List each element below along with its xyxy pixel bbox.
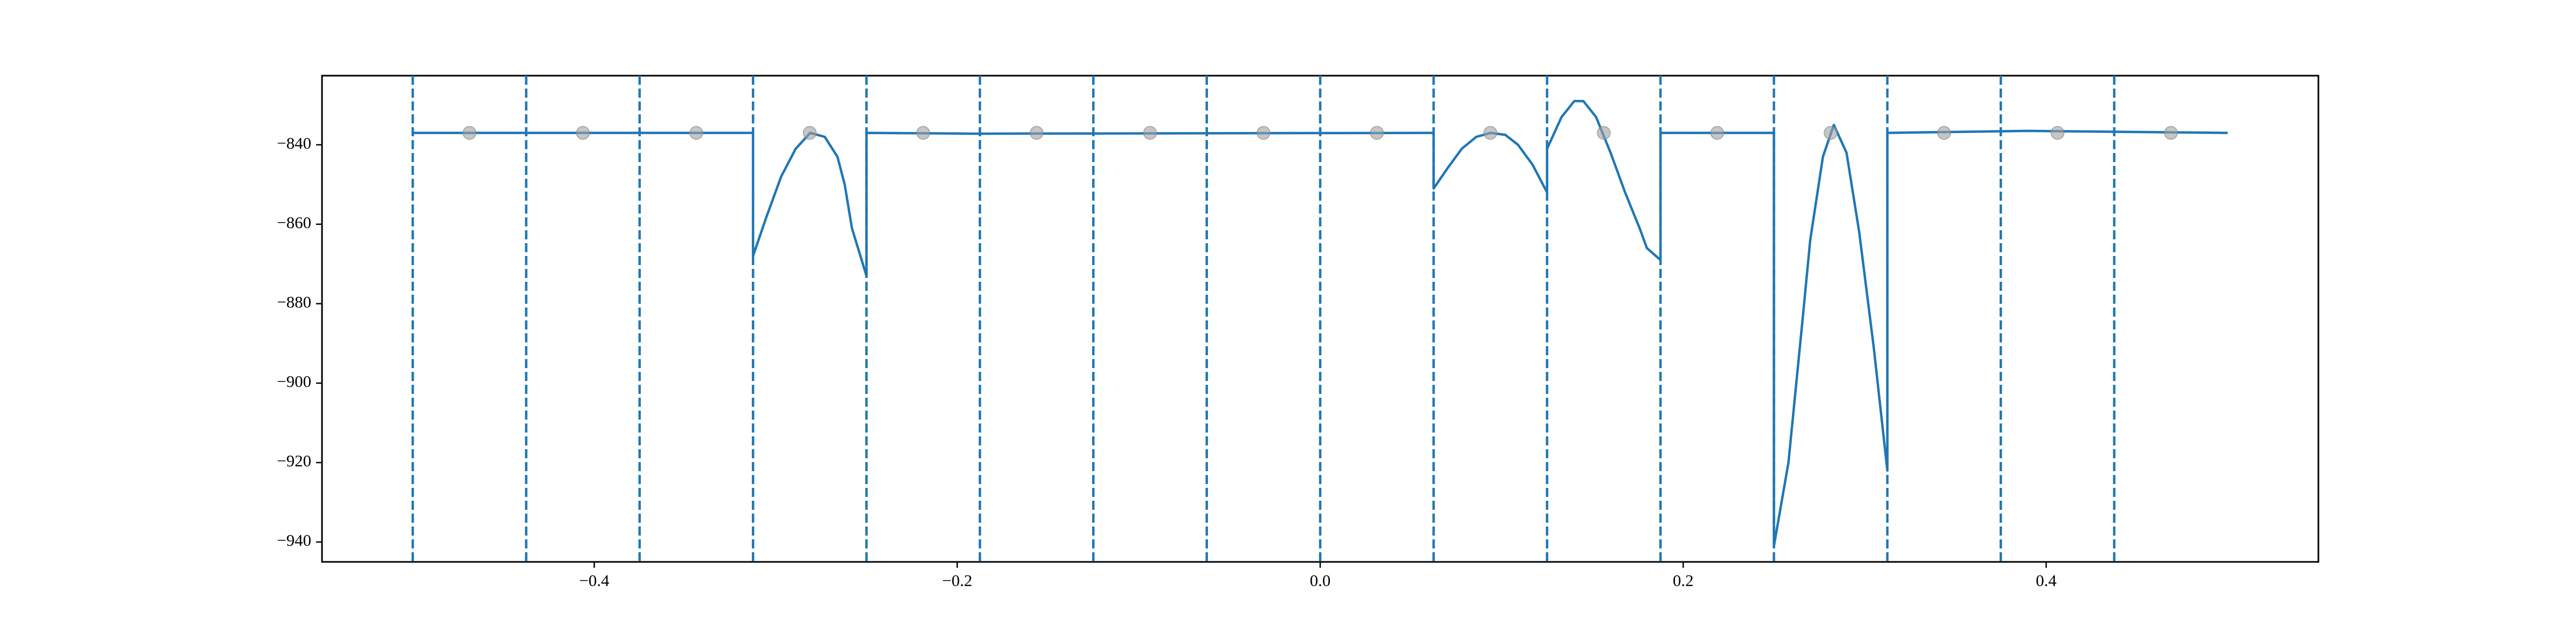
marker: [1256, 126, 1271, 140]
y-tick-label: −900: [277, 372, 311, 391]
marker: [1710, 126, 1724, 140]
marker: [1143, 126, 1157, 140]
marker: [689, 126, 704, 140]
marker: [916, 126, 931, 140]
marker: [1824, 126, 1838, 140]
x-tick-label: −0.4: [579, 571, 610, 590]
x-tick-label: 0.2: [1673, 571, 1694, 590]
data-line: [413, 100, 2228, 547]
marker: [2164, 126, 2178, 140]
marker: [1483, 126, 1498, 140]
marker: [576, 126, 590, 140]
y-tick-label: −940: [277, 531, 311, 550]
y-tick-label: −860: [277, 213, 311, 232]
y-tick-label: −880: [277, 292, 311, 311]
marker: [2050, 126, 2065, 140]
x-tick-label: 0.0: [1310, 571, 1331, 590]
marker: [1370, 126, 1384, 140]
marker: [1029, 126, 1044, 140]
marker: [1937, 126, 1951, 140]
marker: [1597, 126, 1611, 140]
y-tick-label: −920: [277, 451, 311, 470]
marker: [802, 126, 817, 140]
x-tick-label: 0.4: [2036, 571, 2057, 590]
x-tick-label: −0.2: [942, 571, 972, 590]
marker: [462, 126, 477, 140]
y-tick-label: −840: [277, 134, 311, 152]
